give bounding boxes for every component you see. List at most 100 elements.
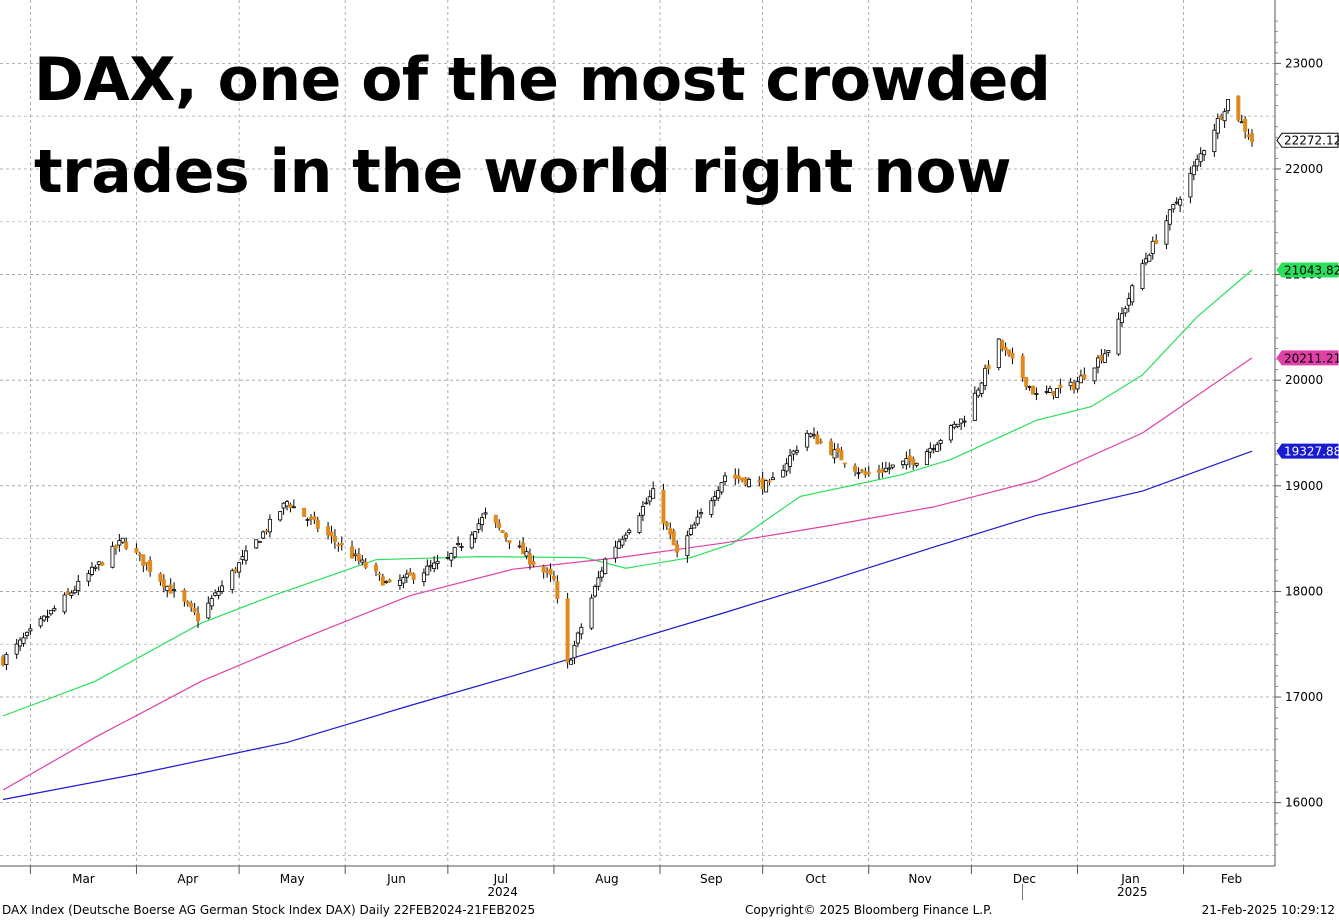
candle-body <box>794 450 799 453</box>
candle-body <box>336 544 341 547</box>
candle-body <box>1102 353 1107 363</box>
candle-body <box>285 501 290 507</box>
series-line <box>2 357 1253 791</box>
candle-body <box>887 467 892 470</box>
candle-body <box>620 538 625 546</box>
y-tick-label: 20000 <box>1285 373 1323 387</box>
x-month-label: Jul <box>493 872 508 886</box>
candle-body <box>38 618 43 627</box>
candle-body <box>972 392 977 421</box>
x-month-label: Apr <box>177 872 198 886</box>
x-year-label: 2025 <box>1117 885 1148 899</box>
candle-body <box>48 609 53 615</box>
candle-body <box>425 565 430 576</box>
candle-body <box>788 455 793 467</box>
x-month-label: Mar <box>72 872 95 886</box>
candle-body <box>421 572 426 583</box>
candle-body <box>449 553 454 561</box>
candle-body <box>931 448 936 450</box>
candle-body <box>805 432 810 448</box>
candle-body <box>829 441 834 455</box>
candle-body <box>308 517 313 520</box>
candle-body <box>1191 165 1196 176</box>
candle-body <box>599 570 604 578</box>
candle-body <box>1198 153 1203 163</box>
candle-body <box>675 544 680 553</box>
candle-body <box>688 528 693 535</box>
candle-body <box>1030 385 1035 395</box>
candle-body <box>360 559 365 563</box>
candle-body <box>243 550 248 561</box>
candle-body <box>853 465 858 472</box>
candle-body <box>261 531 266 539</box>
candle-body <box>1202 150 1207 156</box>
candle-body <box>401 577 406 584</box>
headline-line-1: DAX, one of the most crowded <box>34 45 1051 115</box>
candle-body <box>1051 390 1056 396</box>
candle-body <box>233 568 238 572</box>
candle-body <box>955 423 960 427</box>
candle-body <box>616 541 621 549</box>
candle-body <box>483 512 488 515</box>
candle-body <box>1154 240 1159 244</box>
candle-body <box>1143 258 1148 264</box>
candle-body <box>572 645 577 659</box>
x-month-label: Dec <box>1013 872 1036 886</box>
moving-average-lines <box>2 269 1253 801</box>
candle-body <box>21 637 26 644</box>
candle-body <box>952 423 957 428</box>
last-value-box <box>1276 443 1339 459</box>
candle-body <box>623 534 628 539</box>
candle-body <box>291 506 296 509</box>
candle-body <box>62 594 67 613</box>
candle-body <box>473 531 478 539</box>
candle-body <box>1219 116 1224 120</box>
candle-body <box>4 654 9 665</box>
candle-body <box>137 554 142 556</box>
candle-body <box>685 535 690 556</box>
candle-body <box>1171 204 1176 210</box>
candle-body <box>120 537 125 543</box>
candle-body <box>959 418 964 424</box>
candle-body <box>267 518 272 533</box>
candle-body <box>733 474 738 479</box>
candle-body <box>986 364 991 370</box>
candle-body <box>124 541 129 549</box>
candle-body <box>644 502 649 505</box>
candle-body <box>1007 349 1012 355</box>
headline: DAX, one of the most crowded trades in t… <box>34 34 1051 218</box>
candle-body <box>835 448 840 453</box>
candle-body <box>1106 350 1111 353</box>
candle-body <box>1010 352 1015 359</box>
candle-body <box>469 534 474 549</box>
candle-body <box>883 467 888 472</box>
last-value-box <box>1276 350 1339 366</box>
candle-body <box>100 562 105 566</box>
candle-body <box>1167 209 1172 225</box>
candle-body <box>397 579 402 586</box>
candle-body <box>856 472 861 475</box>
candle-body <box>459 546 464 548</box>
candle-body <box>240 556 245 561</box>
candle-body <box>527 553 532 565</box>
candle-body <box>134 547 139 553</box>
candle-body <box>172 589 177 592</box>
candle-body <box>651 488 656 499</box>
candle-body <box>760 478 765 490</box>
candle-body <box>770 477 775 481</box>
candle-body <box>914 462 919 466</box>
candle-body <box>551 575 556 580</box>
candle-body <box>1126 298 1131 306</box>
candle-body <box>890 464 895 468</box>
candle-body <box>521 542 526 555</box>
candle-body <box>613 546 618 559</box>
candle-body <box>569 659 574 665</box>
footer-timestamp: 21-Feb-2025 10:29:12 <box>1201 903 1335 917</box>
candle-body <box>1150 240 1155 254</box>
candle-body <box>740 477 745 481</box>
candle-body <box>781 469 786 478</box>
candle-body <box>158 573 163 582</box>
candle-body <box>254 539 259 549</box>
headline-line-2: trades in the world right now <box>34 137 1012 207</box>
candle-body <box>517 545 522 548</box>
